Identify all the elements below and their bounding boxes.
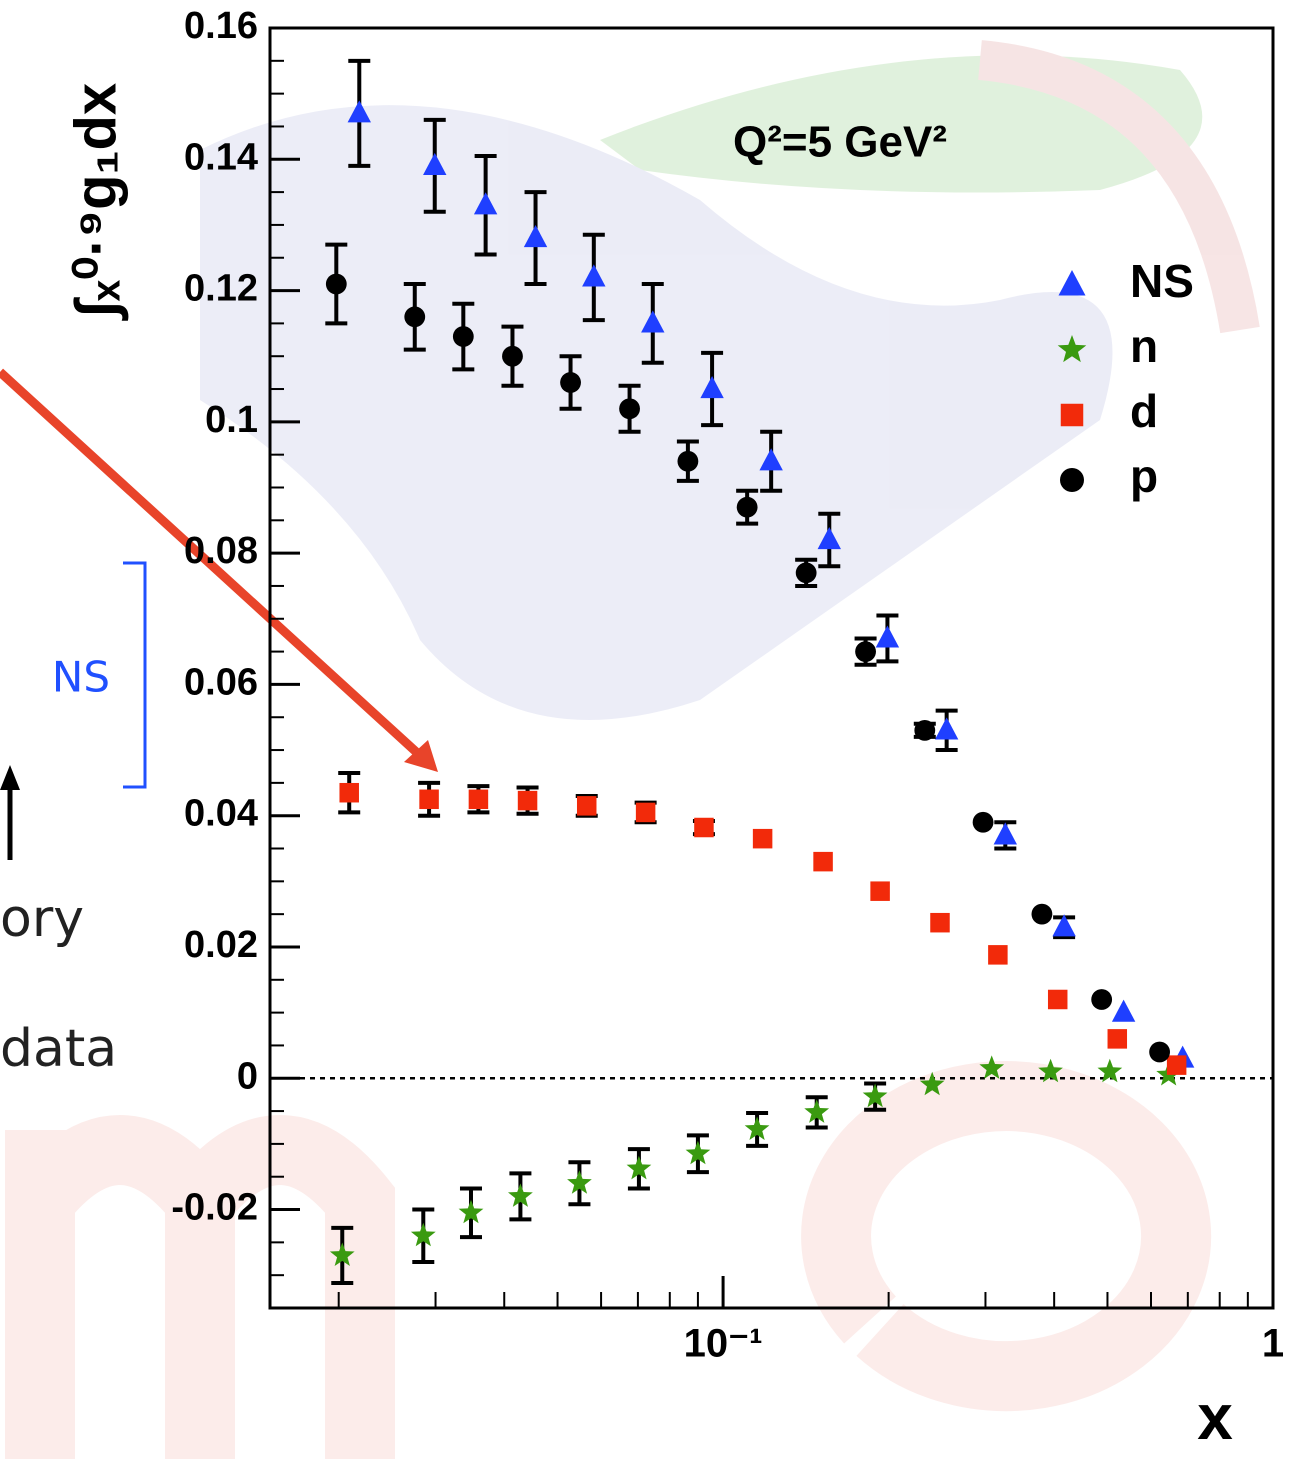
marker [795,562,817,584]
side-text: NS [52,653,110,702]
marker [567,1170,592,1194]
marker [759,448,783,471]
marker [502,345,523,367]
bracket [123,561,147,789]
marker [817,527,841,550]
legend-marker [1060,403,1084,427]
marker [988,945,1008,965]
legend-marker [1057,335,1087,363]
marker [410,1222,436,1247]
marker [855,641,876,662]
marker [934,717,959,740]
marker [914,719,936,741]
marker [979,1055,1005,1079]
plot-frame [268,26,1275,1310]
marker [685,1140,711,1165]
marker [347,100,371,123]
marker [752,828,773,849]
marker [582,264,606,287]
marker [468,789,489,810]
marker [1031,903,1053,925]
marker [329,1242,355,1266]
annotation: Q²=5 GeV² [733,118,947,167]
marker [635,802,656,823]
marker [419,789,439,810]
legend-marker [1060,468,1084,492]
marker [930,912,950,933]
marker [744,1116,770,1140]
y-tick-label: 0.1 [205,399,258,441]
marker [576,796,597,816]
y-tick-label: 0.14 [184,136,258,178]
marker [1097,1058,1123,1083]
y-tick-label: 0.08 [184,530,258,572]
marker [452,326,474,347]
x-axis-label: x [1197,1381,1233,1453]
marker [813,851,833,872]
marker [1166,1055,1187,1075]
marker [1038,1058,1063,1083]
marker [404,306,426,328]
red-arrowhead [404,740,438,772]
marker [508,1183,533,1207]
background-watermark [5,40,1260,1459]
marker [677,450,699,472]
marker [972,811,994,833]
red-arrow [0,368,429,764]
legend-label: p [1130,450,1158,502]
marker [626,1155,652,1180]
marker [560,372,581,393]
marker [619,398,640,420]
y-tick-label: 0.12 [184,268,258,310]
marker [1111,999,1136,1022]
y-tick-label: 0.02 [184,924,258,966]
marker [641,310,665,333]
x-tick-label: 1 [1262,1322,1284,1366]
marker [523,225,548,248]
y-tick-label: 0 [237,1055,258,1097]
y-axis-label: ∫ₓ⁰·⁹g₁dx [63,83,128,321]
legend-label: NS [1130,255,1194,307]
marker [736,496,758,518]
marker [1107,1029,1128,1049]
marker [862,1083,888,1108]
marker [423,152,447,175]
marker [804,1099,830,1123]
legend-label: n [1130,320,1158,372]
marker [870,881,890,901]
legend-label: d [1130,385,1158,437]
marker [517,790,538,811]
marker [875,625,900,648]
marker [694,817,714,838]
y-tick-label: 0.04 [184,793,258,835]
marker [458,1199,484,1224]
black-arrowhead [0,765,20,790]
marker [1091,989,1113,1010]
x-tick-label: 10⁻¹ [684,1322,763,1366]
side-text: ory [0,889,84,949]
legend-marker [1058,270,1086,296]
y-tick-label: 0.06 [184,661,258,703]
marker [919,1071,945,1096]
marker [1052,914,1076,937]
y-tick-label: -0.02 [171,1187,258,1229]
y-tick-label: 0.16 [184,5,258,47]
marker [700,376,724,399]
marker [1149,1041,1171,1063]
marker [325,273,347,295]
marker [993,822,1018,845]
marker [1047,989,1068,1010]
marker [339,782,359,803]
marker [473,192,498,215]
side-text: data [0,1019,117,1079]
